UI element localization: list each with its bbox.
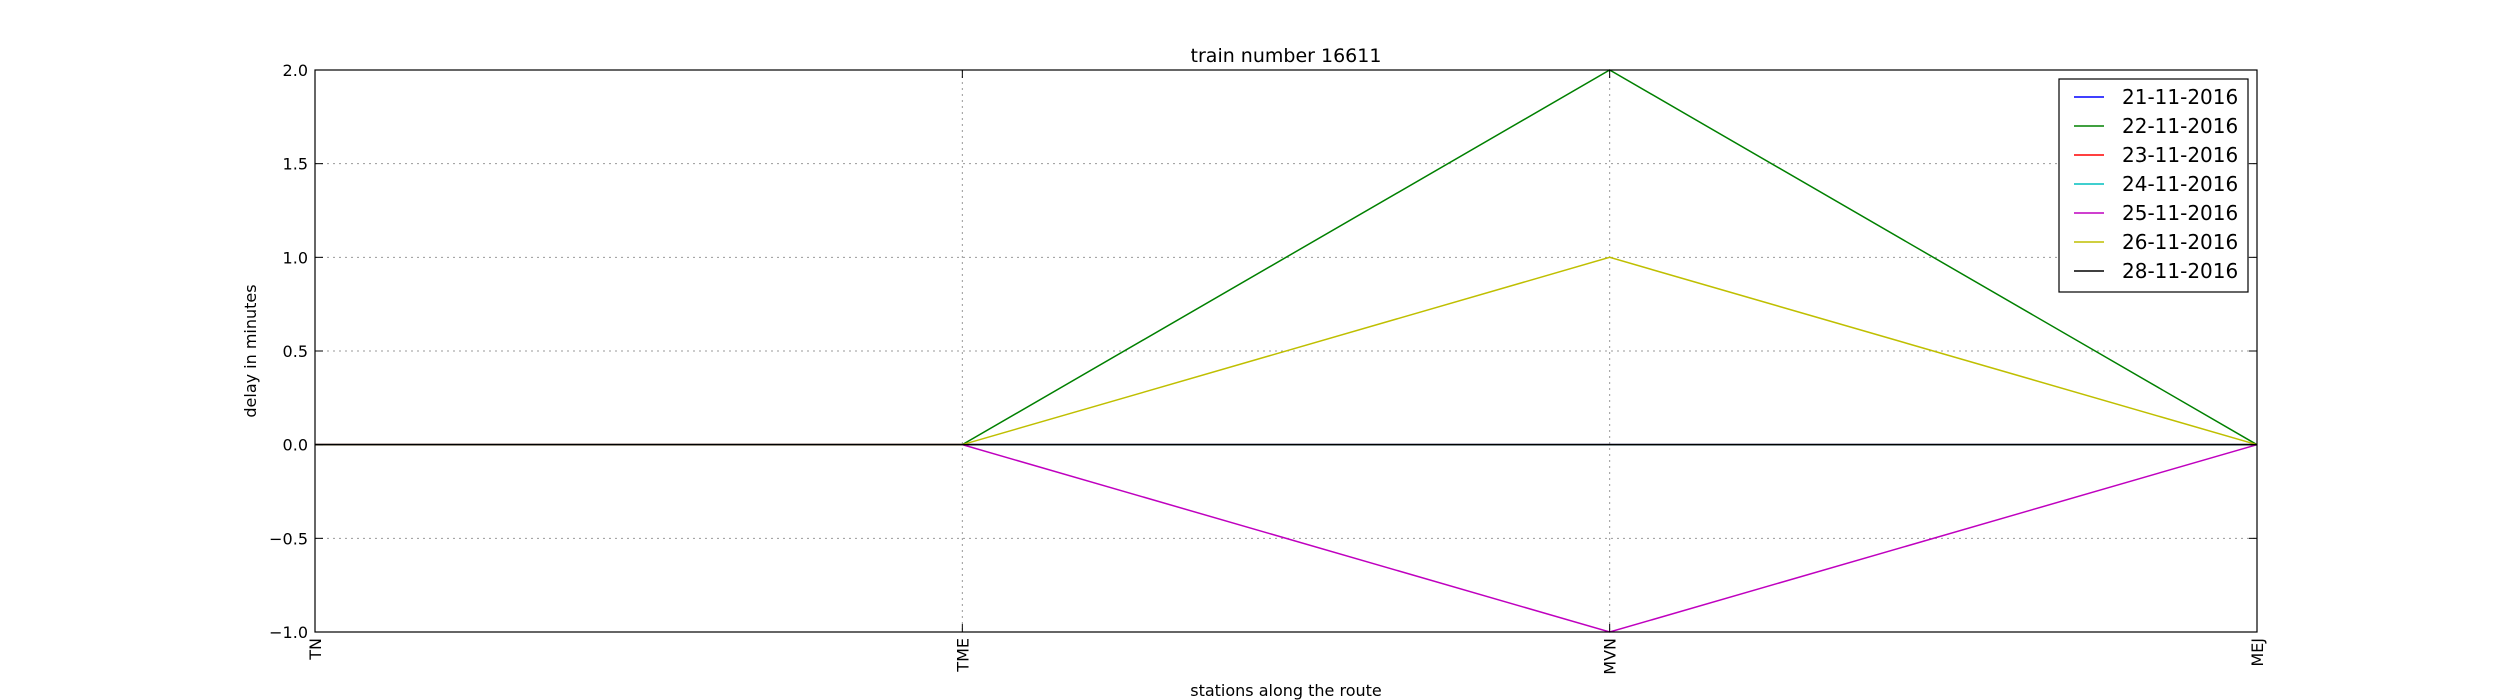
legend-entry: 25-11-2016 [2122, 201, 2238, 225]
legend-entry: 24-11-2016 [2122, 172, 2238, 196]
x-tick-label: TN [306, 638, 325, 661]
legend-entry: 22-11-2016 [2122, 114, 2238, 138]
y-tick-label: 1.5 [283, 155, 308, 174]
y-tick-label: 2.0 [283, 61, 308, 80]
y-tick-label: 0.0 [283, 436, 308, 455]
x-axis-label: stations along the route [1190, 681, 1382, 700]
y-axis-ticks: −1.0 −0.5 0.0 0.5 1.0 1.5 2.0 [269, 61, 2257, 642]
legend-entry: 21-11-2016 [2122, 85, 2238, 109]
y-tick-label: −1.0 [269, 623, 308, 642]
chart-title: train number 16611 [1191, 45, 1382, 67]
x-tick-label: MVN [1601, 638, 1620, 675]
legend-entry: 26-11-2016 [2122, 230, 2238, 254]
y-axis-label: delay in minutes [241, 284, 260, 417]
legend-entry: 23-11-2016 [2122, 143, 2238, 167]
legend-box [2058, 78, 2249, 293]
x-axis-ticks: TN TME MVN MEJ [306, 70, 2267, 675]
grid [315, 70, 2257, 632]
y-tick-label: 0.5 [283, 342, 308, 361]
legend: 21-11-2016 22-11-2016 23-11-2016 24-11-2016… [2058, 78, 2249, 293]
legend-entry: 28-11-2016 [2122, 259, 2238, 283]
x-tick-label: TME [953, 638, 972, 673]
y-tick-label: −0.5 [269, 529, 308, 548]
series-lines [315, 69, 2258, 633]
x-tick-label: MEJ [2248, 638, 2267, 667]
y-tick-label: 1.0 [283, 248, 308, 267]
